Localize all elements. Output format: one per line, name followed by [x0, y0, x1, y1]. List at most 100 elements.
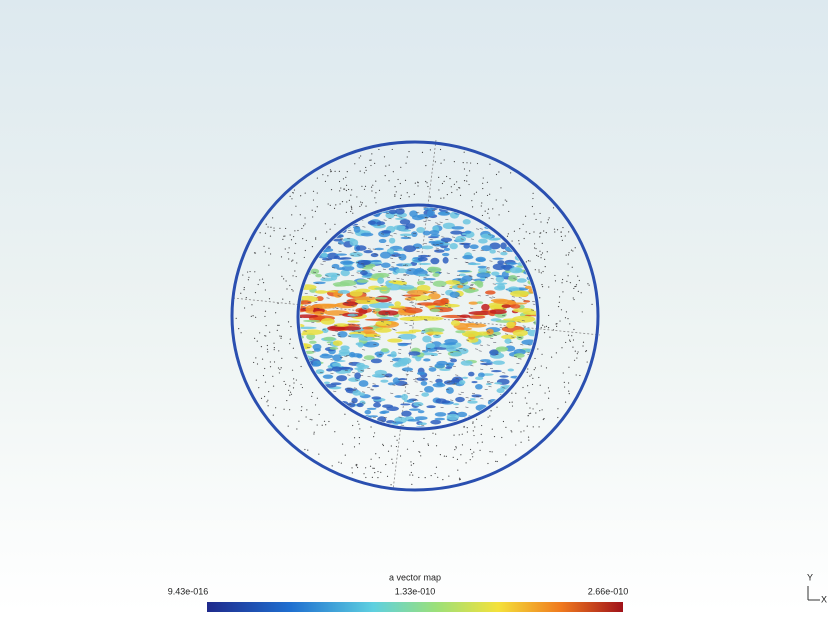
vector-glyph: [587, 283, 588, 284]
vector-glyph: [331, 189, 332, 190]
vector-glyph: [511, 431, 512, 432]
vector-glyph: [263, 375, 264, 376]
vector-glyph: [559, 320, 560, 321]
vector-glyph: [371, 159, 372, 160]
vector-glyph: [236, 318, 237, 319]
vector-glyph: [275, 407, 276, 408]
vector-glyph: [459, 478, 460, 479]
vector-glyph: [356, 403, 363, 407]
vector-glyph: [282, 239, 283, 240]
vector-glyph: [446, 456, 447, 457]
vector-glyph: [357, 421, 358, 422]
vector-glyph: [459, 434, 460, 435]
vector-glyph: [285, 248, 286, 249]
vector-glyph: [431, 241, 444, 246]
vector-glyph: [388, 280, 401, 283]
vector-glyph: [466, 175, 467, 176]
vector-glyph: [510, 172, 511, 173]
vector-glyph: [374, 432, 375, 433]
vector-glyph: [532, 384, 533, 385]
vector-glyph: [541, 284, 542, 285]
vector-glyph: [286, 288, 287, 289]
color-bar: [207, 602, 623, 612]
vector-glyph: [391, 351, 397, 358]
vector-glyph: [341, 463, 342, 464]
vector-glyph: [295, 206, 296, 207]
vector-glyph: [490, 410, 491, 411]
vector-glyph: [288, 426, 289, 427]
vector-glyph: [415, 183, 416, 184]
vector-glyph: [489, 194, 490, 195]
vector-glyph: [377, 477, 378, 478]
vector-glyph: [292, 370, 293, 371]
vector-glyph: [315, 404, 316, 405]
vector-glyph: [305, 250, 306, 251]
vector-glyph: [248, 277, 249, 278]
vector-glyph: [533, 231, 534, 232]
vector-glyph: [338, 462, 339, 463]
vector-glyph: [457, 327, 473, 330]
vector-glyph: [440, 454, 441, 455]
vector-glyph: [361, 233, 374, 237]
vector-glyph: [511, 240, 512, 241]
vector-glyph: [334, 208, 335, 209]
vector-glyph: [435, 412, 447, 417]
vector-glyph: [579, 375, 580, 376]
vector-glyph: [279, 372, 280, 373]
vector-glyph: [372, 185, 373, 186]
vector-glyph: [489, 239, 499, 241]
vector-glyph: [375, 297, 388, 299]
vector-glyph: [381, 348, 389, 352]
vector-glyph: [442, 183, 443, 184]
vector-glyph: [474, 193, 475, 194]
vector-glyph: [423, 438, 424, 439]
vector-glyph: [347, 320, 360, 322]
vector-glyph: [548, 398, 549, 399]
vector-glyph: [426, 182, 427, 183]
vector-glyph: [322, 425, 323, 426]
vector-glyph: [391, 459, 392, 460]
vector-glyph: [512, 405, 513, 406]
vector-glyph: [589, 285, 590, 286]
vector-glyph: [494, 436, 495, 437]
vector-glyph: [293, 192, 294, 193]
vector-glyph: [413, 463, 414, 464]
vector-glyph: [354, 372, 361, 379]
vector-glyph: [532, 378, 533, 379]
vector-glyph: [313, 433, 314, 434]
vector-glyph: [356, 465, 357, 466]
vector-glyph: [397, 179, 398, 180]
vector-glyph: [288, 321, 289, 322]
vector-glyph: [535, 269, 536, 270]
vector-glyph: [496, 407, 497, 408]
vector-glyph: [535, 412, 536, 413]
vector-glyph: [264, 396, 265, 397]
vector-glyph: [324, 381, 330, 384]
vector-glyph: [489, 415, 490, 416]
vector-glyph: [274, 361, 275, 362]
vector-glyph: [317, 177, 318, 178]
vector-glyph: [435, 161, 436, 162]
vector-glyph: [473, 451, 474, 452]
vector-glyph: [556, 323, 557, 324]
vector-glyph: [454, 184, 455, 185]
vector-glyph: [470, 459, 471, 460]
vector-glyph: [436, 382, 443, 386]
vector-glyph: [396, 446, 397, 447]
vector-glyph: [489, 217, 490, 218]
vector-glyph: [407, 449, 408, 450]
vector-glyph: [291, 260, 292, 261]
vector-glyph: [548, 387, 549, 388]
vector-glyph: [537, 348, 538, 349]
vector-glyph: [475, 376, 483, 380]
vector-glyph: [328, 203, 329, 204]
vector-glyph: [445, 366, 452, 369]
vector-glyph: [354, 163, 355, 164]
vector-glyph: [411, 484, 412, 485]
vector-glyph: [541, 254, 542, 255]
vector-glyph: [375, 327, 392, 332]
vector-glyph: [313, 199, 314, 200]
vector-glyph: [549, 217, 550, 218]
vector-glyph: [572, 346, 573, 347]
vector-glyph: [488, 209, 489, 210]
